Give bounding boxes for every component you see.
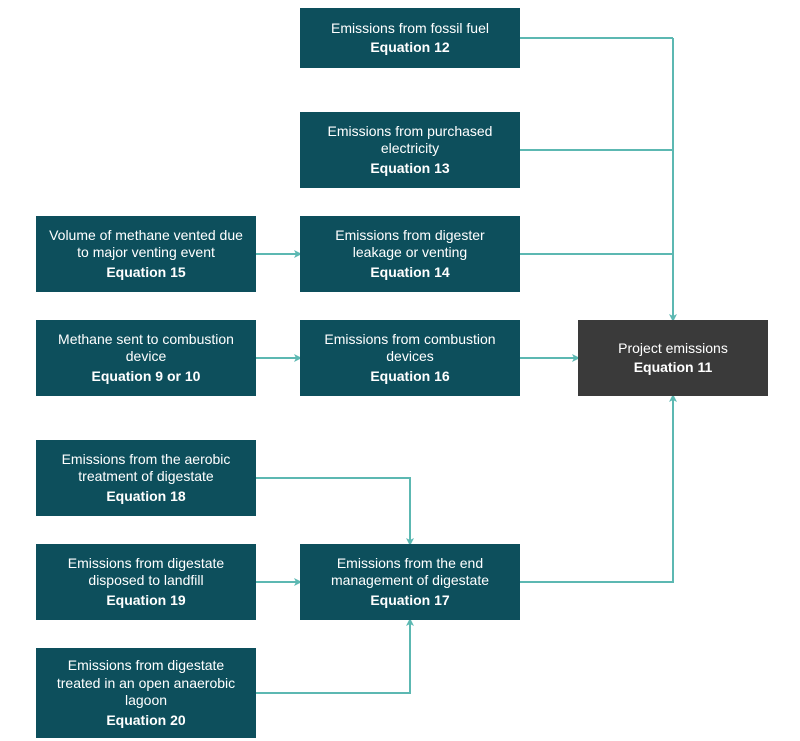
edge-a-20-17 [256,620,410,693]
node-equation: Equation 13 [370,160,449,178]
node-subtitle: Emissions from purchased electricity [310,123,510,158]
node-subtitle: Emissions from the end management of dig… [310,555,510,590]
node-subtitle: Emissions from digester leakage or venti… [310,227,510,262]
node-eq11: Project emissions Equation 11 [578,320,768,396]
node-eq20: Emissions from digestate treated in an o… [36,648,256,738]
node-equation: Equation 16 [370,368,449,386]
node-eq14: Emissions from digester leakage or venti… [300,216,520,292]
node-equation: Equation 15 [106,264,185,282]
node-equation: Equation 11 [634,359,713,377]
node-eq16: Emissions from combustion devices Equati… [300,320,520,396]
node-eq9-10: Methane sent to combustion device Equati… [36,320,256,396]
node-equation: Equation 14 [370,264,449,282]
node-equation: Equation 9 or 10 [92,368,201,386]
node-equation: Equation 12 [370,39,449,57]
node-subtitle: Emissions from the aerobic treatment of … [46,451,246,486]
flowchart-canvas: Emissions from fossil fuel Equation 12 E… [0,0,800,741]
node-eq12: Emissions from fossil fuel Equation 12 [300,8,520,68]
node-equation: Equation 19 [106,592,185,610]
node-subtitle: Emissions from fossil fuel [331,20,489,38]
node-eq13: Emissions from purchased electricity Equ… [300,112,520,188]
node-equation: Equation 20 [106,712,185,730]
edge-a-17-11 [520,396,673,582]
node-eq18: Emissions from the aerobic treatment of … [36,440,256,516]
node-subtitle: Project emissions [618,340,728,358]
edge-a-18-17 [256,478,410,544]
node-eq19: Emissions from digestate disposed to lan… [36,544,256,620]
node-subtitle: Methane sent to combustion device [46,331,246,366]
node-eq15: Volume of methane vented due to major ve… [36,216,256,292]
node-subtitle: Emissions from combustion devices [310,331,510,366]
node-eq17: Emissions from the end management of dig… [300,544,520,620]
node-subtitle: Volume of methane vented due to major ve… [46,227,246,262]
node-equation: Equation 17 [370,592,449,610]
node-subtitle: Emissions from digestate disposed to lan… [46,555,246,590]
node-equation: Equation 18 [106,488,185,506]
node-subtitle: Emissions from digestate treated in an o… [46,657,246,710]
